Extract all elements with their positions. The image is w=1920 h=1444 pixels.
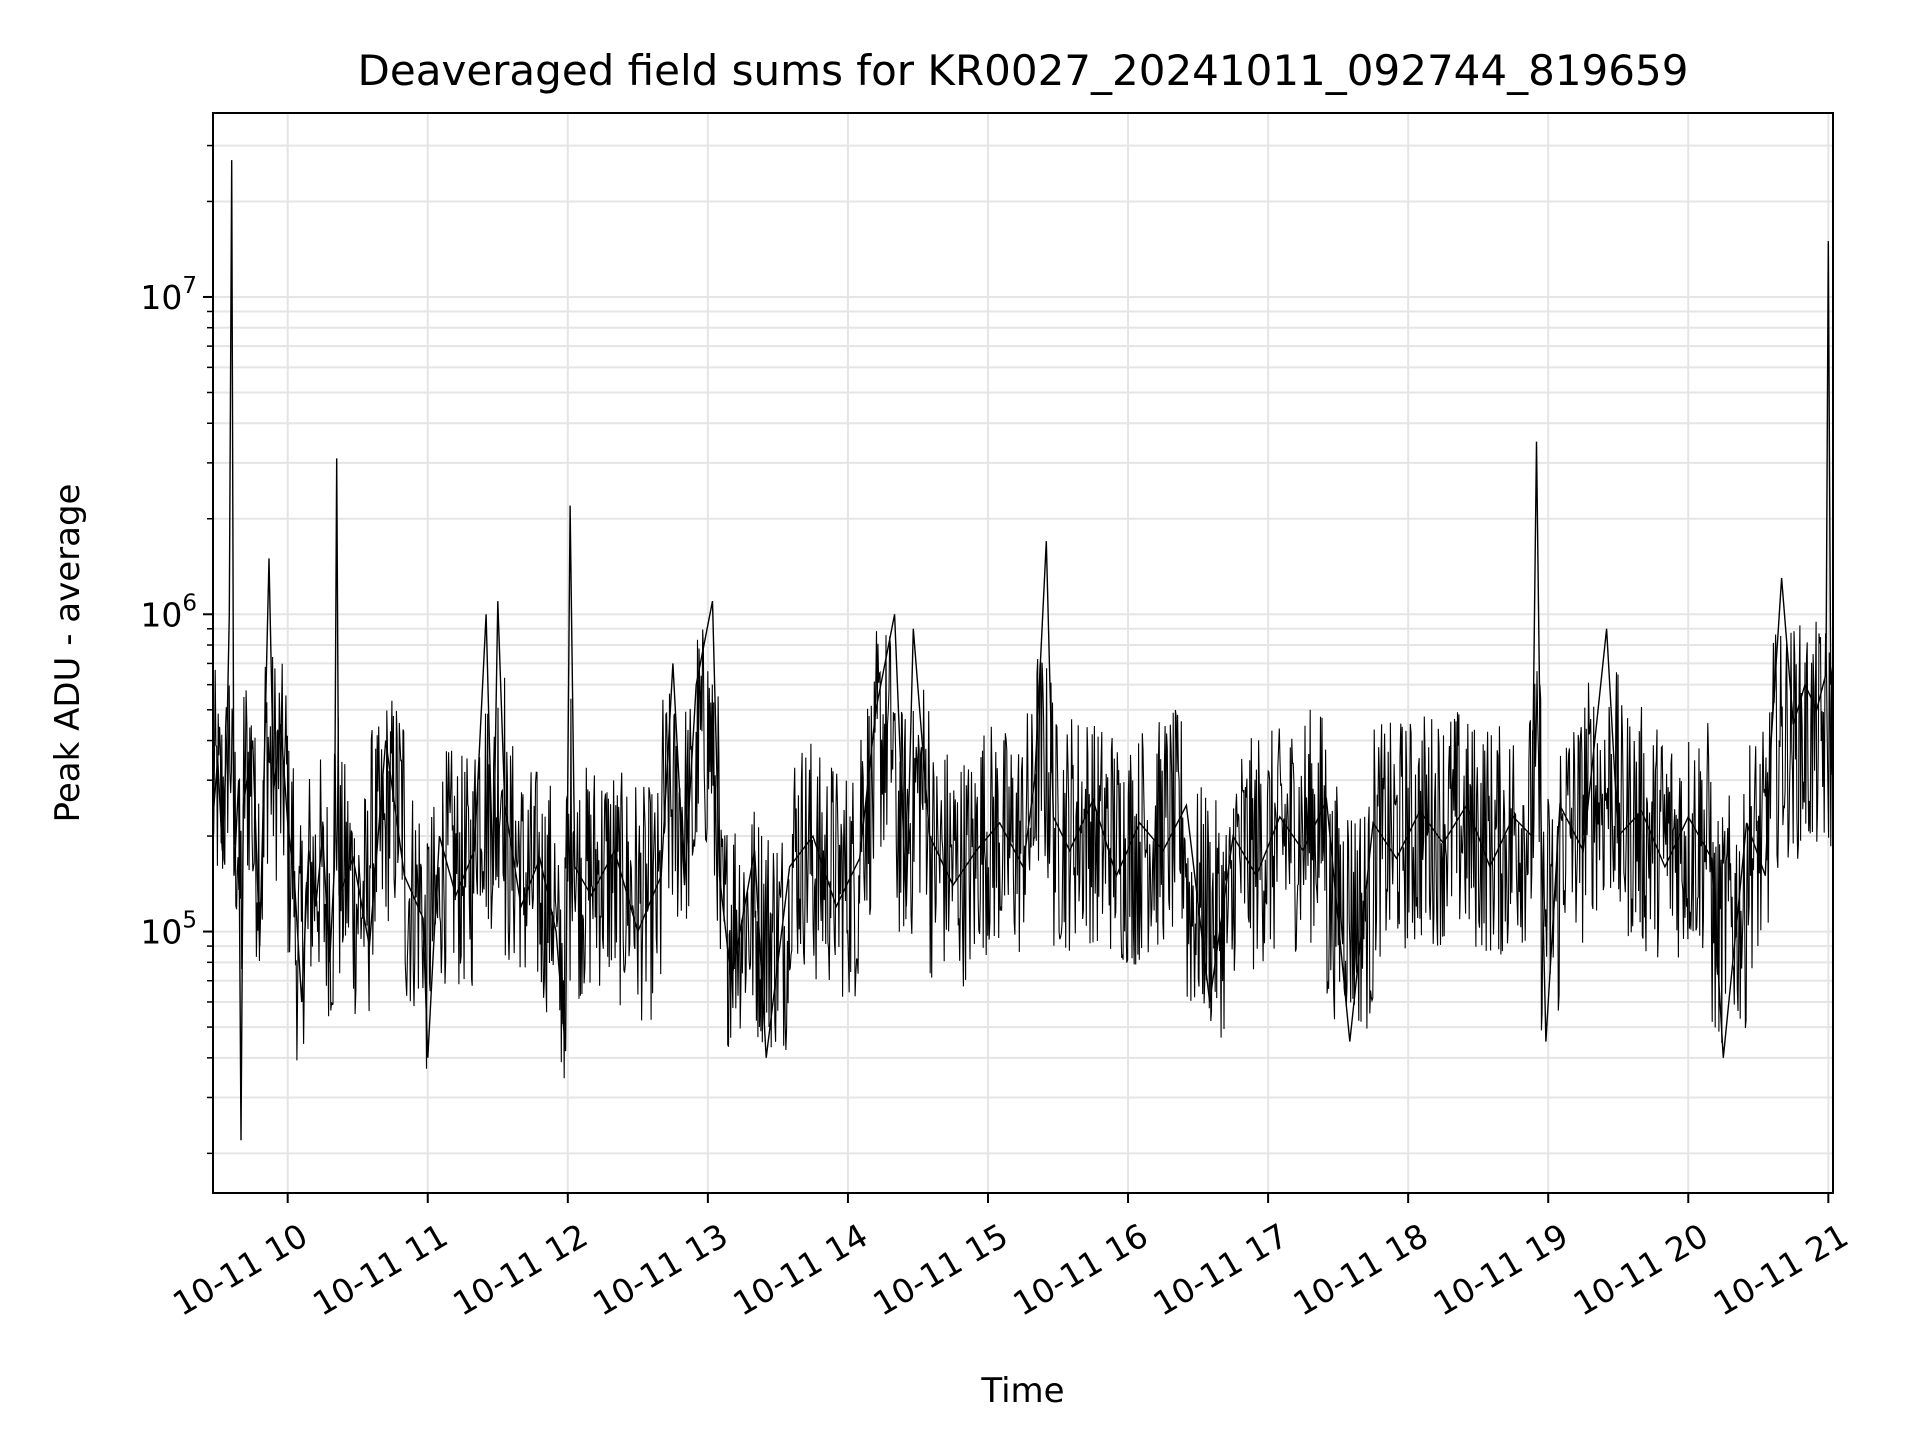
y-tick-exponent: 5 (182, 908, 197, 934)
series-line (212, 160, 1834, 1141)
y-tick-exponent: 7 (182, 273, 197, 299)
y-tick-label: 105 (140, 908, 197, 952)
y-tick-base: 10 (140, 913, 182, 952)
plot-area (212, 160, 1834, 1141)
y-tick-base: 10 (140, 278, 182, 317)
y-tick-label: 106 (140, 590, 197, 634)
axes-frame (212, 112, 1834, 1194)
y-tick-base: 10 (140, 595, 182, 634)
y-tick-exponent: 6 (182, 590, 197, 616)
y-axis-label: Peak ADU - average (48, 484, 88, 823)
series-noise-line (212, 621, 1834, 1079)
noise-band (212, 621, 1834, 1079)
y-tick-label: 107 (140, 273, 197, 317)
major-gridlines (213, 113, 1833, 1193)
chart-title: Deaveraged field sums for KR0027_2024101… (358, 46, 1689, 95)
x-axis-label: Time (980, 1371, 1064, 1411)
